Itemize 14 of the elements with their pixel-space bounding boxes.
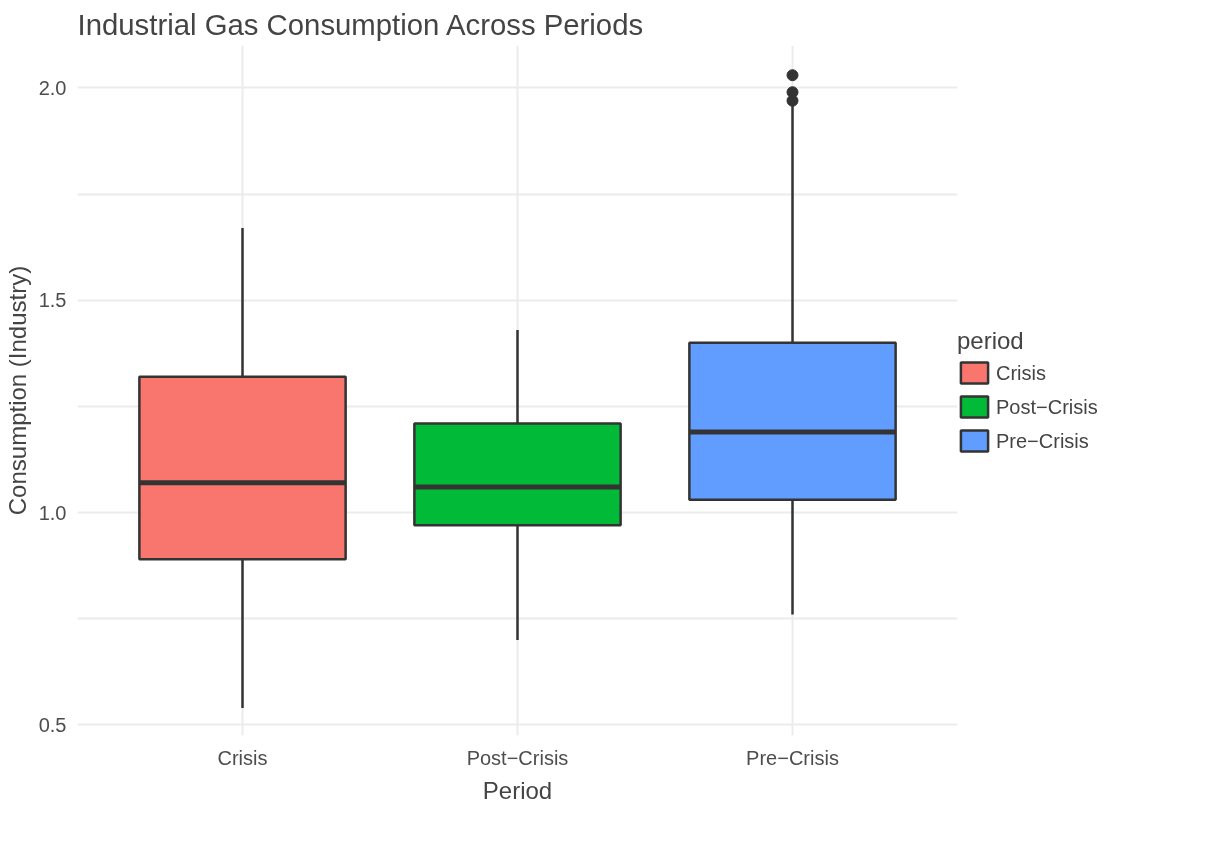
chart-title: Industrial Gas Consumption Across Periods: [77, 7, 644, 41]
y-tick-label: 0.5: [38, 713, 67, 736]
legend-title: period: [957, 326, 1025, 355]
x-tick-label: Pre−Crisis: [746, 746, 839, 769]
legend-label: Crisis: [996, 361, 1046, 384]
legend-label: Post−Crisis: [996, 395, 1098, 418]
y-axis-title: Consumption (Industry): [3, 265, 31, 516]
x-tick-label: Post−Crisis: [466, 746, 569, 769]
y-tick-label: 1.5: [38, 289, 67, 312]
x-tick-label: Crisis: [217, 746, 268, 769]
y-tick-label: 2.0: [38, 76, 67, 99]
x-axis-title: Period: [482, 776, 553, 804]
legend-label: Pre−Crisis: [996, 429, 1089, 452]
y-tick-label: 1.0: [38, 501, 67, 524]
